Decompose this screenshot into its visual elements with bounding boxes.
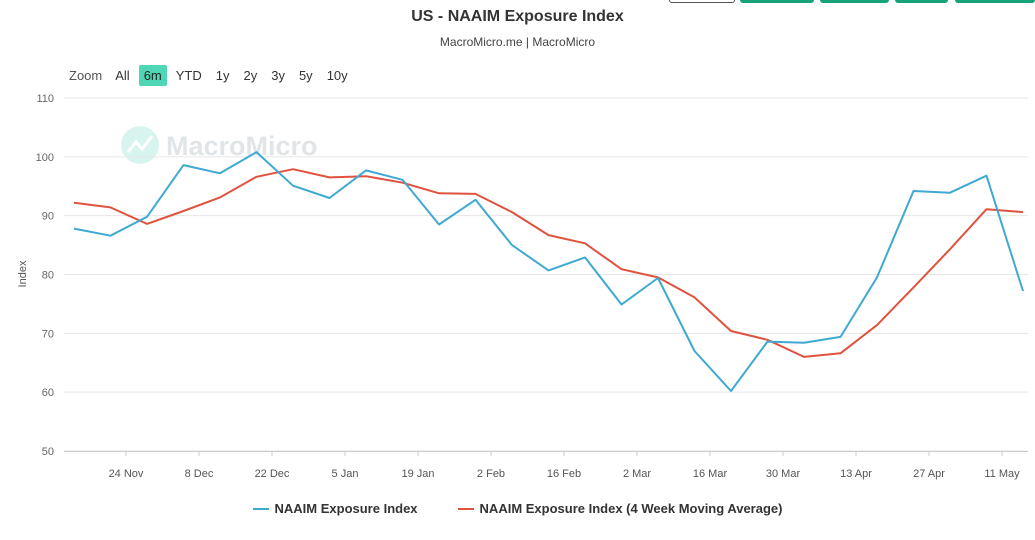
x-tick-label: 16 Mar [693,468,728,480]
x-tick-label: 13 Apr [840,468,872,480]
range-button-10y[interactable]: 10y [326,67,348,83]
range-button-6m[interactable]: 6m [138,64,167,86]
legend-label-naaim: NAAIM Exposure Index [274,501,418,516]
toolbar-button[interactable] [669,0,735,3]
x-tick-label: 2 Feb [477,468,505,480]
x-tick-label: 16 Feb [547,468,581,480]
y-tick-label: 100 [36,152,54,164]
x-tick-label: 2 Mar [623,468,651,480]
x-tick-label: 19 Jan [401,468,434,480]
toolbar-button[interactable] [895,0,948,3]
y-tick-label: 110 [36,93,54,105]
series-line-naaim [73,151,1024,392]
legend-swatch-naaim-ma [457,507,474,510]
legend-swatch-naaim [252,507,269,510]
chart-subtitle: MacroMicro.me | MacroMicro [439,35,596,49]
range-selector: Zoom All 6m YTD 1y 2y 3y 5y 10y [64,64,357,86]
x-tick-label: 11 May [984,468,1020,480]
x-tick-label: 22 Dec [255,468,290,480]
y-tick-label: 90 [42,211,54,223]
x-tick-label: 5 Jan [332,468,359,480]
toolbar-button[interactable] [820,0,889,3]
x-tick-label: 27 Apr [913,468,945,480]
chart-legend: NAAIM Exposure Index NAAIM Exposure Inde… [0,501,1035,516]
range-button-5y[interactable]: 5y [298,67,313,83]
range-button-1y[interactable]: 1y [215,67,230,83]
zoom-label: Zoom [69,67,103,83]
chart-title: US - NAAIM Exposure Index [411,8,624,25]
range-button-2y[interactable]: 2y [243,67,258,83]
watermark-logo-icon [121,126,159,164]
y-axis-title: Index [17,260,29,287]
y-tick-label: 50 [42,446,54,458]
x-tick-label: 24 Nov [109,468,144,480]
y-tick-label: 80 [42,270,54,282]
x-tick-label: 8 Dec [185,468,214,480]
toolbar-button[interactable] [740,0,814,3]
y-tick-label: 70 [42,328,54,340]
range-button-ytd[interactable]: YTD [175,67,202,83]
y-tick-label: 60 [42,387,54,399]
x-tick-label: 30 Mar [766,468,801,480]
watermark-text: MacroMicro [166,131,318,161]
watermark: MacroMicro [121,126,318,164]
toolbar-button[interactable] [955,0,1035,3]
legend-item-naaim-ma[interactable]: NAAIM Exposure Index (4 Week Moving Aver… [457,501,783,516]
legend-label-naaim-ma: NAAIM Exposure Index (4 Week Moving Aver… [479,501,783,516]
series-line-naaim-ma [73,168,1024,358]
legend-item-naaim[interactable]: NAAIM Exposure Index [252,501,418,516]
range-button-3y[interactable]: 3y [271,67,285,83]
watermark-trend-icon [126,135,154,153]
range-button-all[interactable]: All [115,67,130,83]
